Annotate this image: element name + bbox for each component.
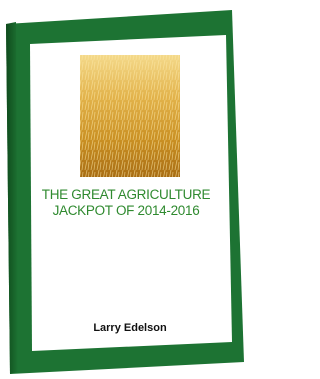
title-line: THE GREAT AGRICULTURE [42,187,211,202]
author: Larry Edelson [93,322,167,334]
spine-shadow [6,22,18,374]
wheat-image [80,55,180,177]
book-cover: THE GREAT AGRICULTURE JACKPOT OF 2014-20… [0,0,247,379]
title-line: JACKPOT OF 2014-2016 [53,203,200,218]
page: THE GREAT AGRICULTURE JACKPOT OF 2014-20… [0,0,247,379]
